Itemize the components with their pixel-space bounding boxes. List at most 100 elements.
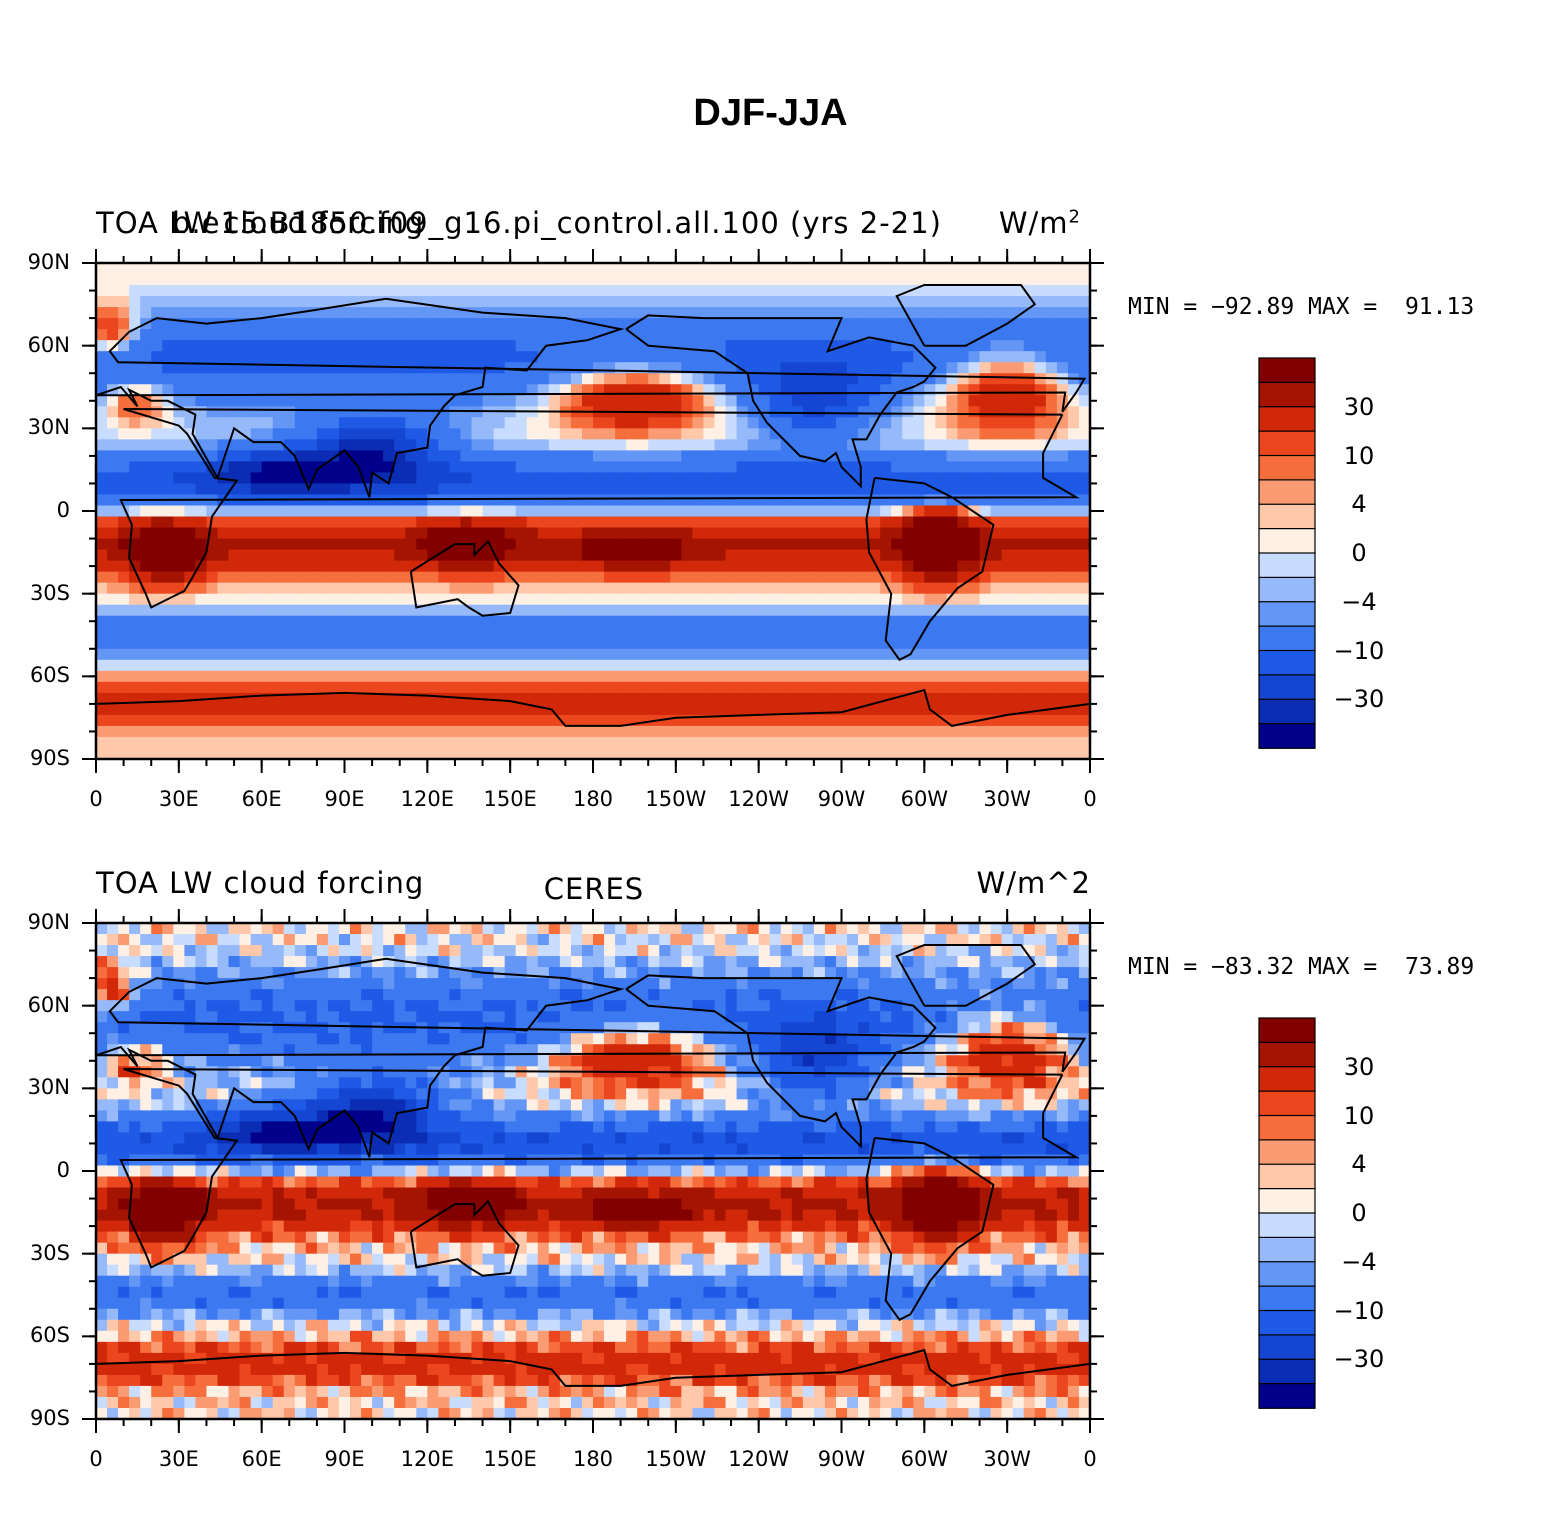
field-cell: [537, 340, 550, 352]
field-cell: [725, 318, 738, 330]
field-cell: [96, 945, 108, 957]
field-cell: [835, 263, 848, 275]
field-cell: [151, 626, 163, 639]
field-cell: [1034, 626, 1047, 639]
field-cell: [173, 659, 185, 672]
field-cell: [206, 549, 219, 562]
field-cell: [350, 307, 362, 319]
field-cell: [515, 538, 528, 551]
field-cell: [482, 725, 495, 738]
field-cell: [626, 274, 638, 286]
field-cell: [416, 351, 428, 363]
field-cell: [184, 615, 196, 628]
field-cell: [747, 978, 760, 990]
field-cell: [482, 329, 495, 341]
field-cell: [813, 307, 826, 319]
field-cell: [791, 560, 804, 573]
panel-left-title: TOA LW cloud forcing: [96, 866, 425, 900]
field-cell: [118, 417, 130, 429]
field-cell: [637, 373, 649, 385]
field-cell: [990, 637, 1003, 650]
field-cell: [847, 560, 859, 573]
field-cell: [626, 582, 638, 595]
field-cell: [416, 714, 428, 727]
field-cell: [217, 615, 230, 628]
field-cell: [350, 571, 362, 584]
field-cell: [791, 956, 804, 968]
field-cell: [361, 472, 373, 485]
field-cell: [515, 1000, 528, 1012]
field-cell: [968, 615, 981, 628]
field-cell: [261, 307, 274, 319]
field-cell: [515, 428, 528, 440]
field-cell: [427, 989, 439, 1001]
field-cell: [206, 483, 219, 496]
field-cell: [714, 395, 727, 407]
field-cell: [979, 747, 992, 760]
field-cell: [140, 329, 152, 341]
field-cell: [327, 472, 340, 485]
field-cell: [184, 384, 196, 396]
field-cell: [206, 439, 219, 451]
field-cell: [239, 461, 252, 474]
field-cell: [714, 967, 727, 979]
field-cell: [548, 384, 561, 396]
field-cell: [338, 934, 351, 946]
field-cell: [559, 934, 572, 946]
field-cell: [162, 560, 174, 573]
field-cell: [96, 1011, 108, 1023]
field-cell: [791, 637, 804, 650]
field-cell: [1001, 736, 1014, 749]
field-cell: [107, 274, 119, 286]
field-cell: [239, 626, 252, 639]
field-cell: [283, 428, 296, 440]
field-cell: [946, 571, 959, 584]
field-cell: [140, 505, 152, 518]
field-cell: [405, 340, 417, 352]
field-cell: [140, 637, 152, 650]
field-cell: [990, 483, 1003, 496]
field-cell: [405, 626, 417, 639]
field-cell: [438, 945, 451, 957]
field-cell: [747, 296, 760, 308]
field-cell: [504, 351, 517, 363]
field-cell: [151, 406, 163, 418]
field-cell: [891, 967, 903, 979]
field-cell: [659, 648, 671, 661]
field-cell: [769, 703, 782, 716]
field-cell: [118, 549, 130, 562]
field-cell: [615, 736, 627, 749]
field-cell: [96, 362, 108, 374]
field-cell: [217, 384, 230, 396]
field-cell: [593, 417, 605, 429]
field-cell: [835, 439, 848, 451]
field-cell: [869, 604, 881, 617]
field-cell: [361, 340, 373, 352]
field-cell: [1012, 582, 1025, 595]
field-cell: [1023, 527, 1036, 540]
field-cell: [338, 296, 351, 308]
field-cell: [1067, 956, 1080, 968]
field-cell: [195, 472, 208, 485]
field-cell: [869, 340, 881, 352]
field-cell: [913, 351, 925, 363]
field-cell: [416, 285, 428, 297]
field-cell: [736, 329, 749, 341]
field-cell: [361, 274, 373, 286]
field-cell: [769, 340, 782, 352]
field-cell: [383, 362, 395, 374]
field-cell: [593, 692, 605, 705]
field-cell: [338, 461, 351, 474]
field-cell: [813, 362, 826, 374]
field-cell: [316, 934, 329, 946]
field-cell: [847, 725, 859, 738]
field-cell: [383, 615, 395, 628]
field-cell: [261, 340, 274, 352]
field-cell: [96, 329, 108, 341]
field-cell: [129, 582, 141, 595]
field-cell: [891, 714, 903, 727]
field-cell: [361, 450, 373, 462]
field-cell: [305, 582, 318, 595]
field-cell: [173, 373, 185, 385]
field-cell: [626, 626, 638, 639]
